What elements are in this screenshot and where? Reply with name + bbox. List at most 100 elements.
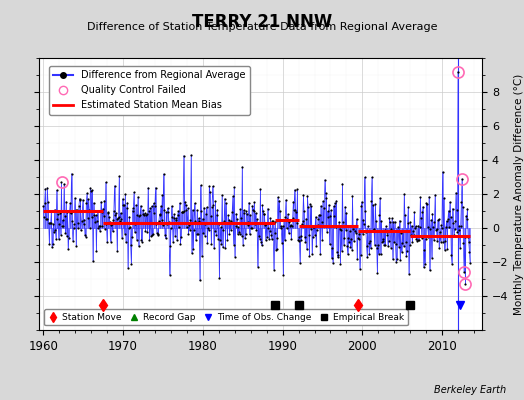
Point (363, 243, 371, 249)
Point (382, 223, 390, 229)
Point (458, 204, 467, 210)
Point (461, 281, 470, 287)
Point (403, 248, 411, 254)
Point (256, 186, 265, 192)
Point (160, 206, 169, 213)
Point (231, 254, 239, 260)
Point (94, 225, 103, 231)
Point (324, 214, 333, 220)
Point (292, 208, 300, 215)
Point (239, 241, 247, 248)
Point (414, 222, 422, 229)
Point (42, 215, 50, 222)
Text: Difference of Station Temperature Data from Regional Average: Difference of Station Temperature Data f… (87, 22, 437, 32)
Point (457, 199, 465, 206)
Point (264, 205, 272, 212)
Point (60, 181, 68, 187)
Point (47, 220, 55, 226)
Point (259, 208, 267, 215)
Point (106, 218, 114, 225)
Point (228, 193, 237, 200)
Point (113, 247, 122, 254)
Point (83, 214, 92, 221)
Point (166, 272, 174, 278)
Point (97, 198, 105, 205)
Point (151, 184, 160, 191)
Point (449, 220, 457, 226)
Point (237, 214, 245, 221)
Point (211, 198, 220, 204)
Point (222, 200, 231, 206)
Point (458, 176, 466, 182)
Point (44, 198, 52, 205)
Point (86, 185, 94, 191)
Point (330, 203, 338, 210)
Point (375, 212, 384, 218)
Point (379, 238, 388, 244)
Point (328, 245, 336, 252)
Point (75, 202, 83, 209)
Point (75, 196, 84, 202)
Point (275, 217, 283, 224)
Point (100, 198, 108, 204)
Point (441, 238, 450, 244)
Point (63, 209, 72, 215)
Point (81, 234, 90, 240)
Point (387, 244, 395, 251)
Point (322, 195, 331, 201)
Point (312, 242, 320, 249)
Point (464, 234, 472, 240)
Point (255, 233, 263, 239)
Point (425, 194, 433, 200)
Point (289, 198, 298, 205)
Point (147, 233, 155, 239)
Point (396, 256, 405, 263)
Point (302, 246, 311, 253)
Point (320, 223, 328, 229)
Point (328, 255, 336, 261)
Point (242, 208, 250, 214)
Point (345, 239, 353, 246)
Point (122, 239, 130, 245)
Point (304, 232, 313, 238)
Point (422, 236, 430, 242)
Point (266, 215, 275, 222)
Point (161, 232, 169, 238)
Point (179, 209, 187, 216)
Point (102, 221, 111, 227)
Point (285, 219, 293, 226)
Point (290, 187, 299, 193)
Point (185, 222, 193, 228)
Point (209, 202, 217, 208)
Point (169, 238, 177, 245)
Point (100, 212, 108, 219)
Point (282, 225, 291, 231)
Point (435, 229, 444, 235)
Point (254, 220, 263, 226)
Point (80, 221, 88, 228)
Point (73, 207, 81, 214)
Point (211, 228, 219, 234)
Point (315, 212, 323, 219)
Point (241, 235, 249, 241)
Point (300, 208, 308, 214)
Point (291, 206, 300, 213)
Point (338, 180, 346, 187)
Point (351, 222, 359, 229)
Point (270, 266, 278, 273)
Point (416, 194, 424, 200)
Point (215, 275, 224, 281)
Point (111, 182, 119, 189)
Point (442, 218, 451, 224)
Point (409, 232, 418, 238)
Point (352, 216, 361, 222)
Y-axis label: Monthly Temperature Anomaly Difference (°C): Monthly Temperature Anomaly Difference (… (514, 73, 524, 315)
Point (184, 231, 193, 238)
Point (61, 212, 69, 219)
Point (390, 239, 398, 246)
Point (271, 247, 280, 253)
Point (330, 213, 339, 219)
Point (377, 218, 386, 224)
Point (367, 198, 376, 204)
Point (126, 242, 135, 248)
